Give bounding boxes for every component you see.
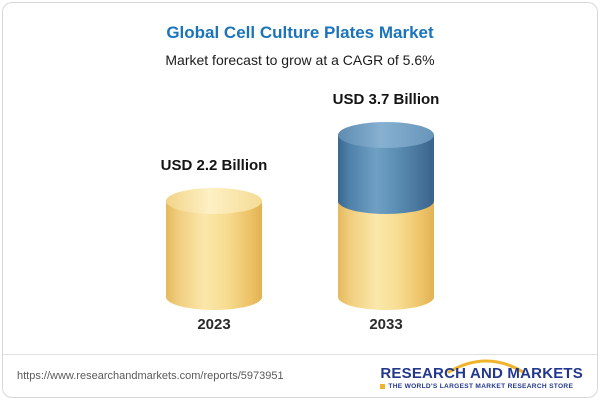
bar-segment-2023-base bbox=[166, 188, 262, 310]
logo-text: RESEARCH AND MARKETS bbox=[380, 364, 583, 382]
chart-title: Global Cell Culture Plates Market bbox=[166, 23, 434, 42]
bar-group-2023: USD 2.2 Billion 2023 bbox=[154, 157, 274, 333]
category-label-2033: 2033 bbox=[369, 316, 403, 333]
chart-subtitle: Market forecast to grow at a CAGR of 5.6… bbox=[165, 52, 435, 68]
logo-tagline-row: THE WORLD'S LARGEST MARKET RESEARCH STOR… bbox=[380, 383, 583, 390]
cylinder-bar-chart: USD 2.2 Billion 2023 USD 3.7 Billion 203… bbox=[3, 91, 597, 333]
category-label-2023: 2023 bbox=[197, 316, 231, 333]
tagline-bullet-icon bbox=[380, 384, 386, 390]
logo-tagline: THE WORLD'S LARGEST MARKET RESEARCH STOR… bbox=[388, 383, 574, 391]
logo-swoosh-icon bbox=[447, 359, 525, 374]
bar-segment-2033-base bbox=[338, 201, 434, 310]
cylinder-2023 bbox=[166, 188, 262, 310]
bar-segment-2033-growth bbox=[338, 122, 434, 214]
cylinder-2033 bbox=[338, 122, 434, 310]
value-label-2033: USD 3.7 Billion bbox=[332, 91, 440, 108]
report-url-text: https://www.researchandmarkets.com/repor… bbox=[17, 370, 284, 382]
bar-group-2033: USD 3.7 Billion 2033 bbox=[326, 91, 446, 333]
research-and-markets-logo: RESEARCH AND MARKETS THE WORLD'S LARGEST… bbox=[380, 359, 583, 390]
footer-bar: https://www.researchandmarkets.com/repor… bbox=[3, 354, 597, 397]
value-label-2023: USD 2.2 Billion bbox=[160, 157, 268, 174]
